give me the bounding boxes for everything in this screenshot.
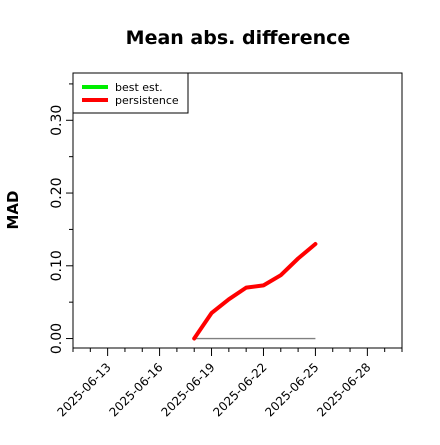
y-axis-label: MAD bbox=[4, 191, 22, 230]
x-tick-label: 2025-06-25 bbox=[262, 360, 321, 419]
x-tick-label: 2025-06-19 bbox=[158, 360, 217, 419]
x-axis: 2025-06-132025-06-162025-06-192025-06-22… bbox=[55, 348, 403, 419]
x-tick-label: 2025-06-13 bbox=[55, 360, 114, 419]
legend-box bbox=[72, 72, 189, 114]
y-tick-label: 0.00 bbox=[49, 323, 65, 354]
y-axis: 0.00 0.10 0.20 0.30 bbox=[49, 83, 73, 354]
legend-label: best est. bbox=[115, 81, 163, 94]
series-layer bbox=[192, 242, 318, 341]
legend-label: persistence bbox=[115, 94, 179, 107]
x-tick-label: 2025-06-28 bbox=[314, 360, 373, 419]
y-tick-label: 0.20 bbox=[49, 177, 65, 208]
series-line-persistence bbox=[192, 242, 318, 341]
legend: best est.persistence bbox=[72, 72, 189, 114]
chart-title: Mean abs. difference bbox=[126, 27, 351, 49]
x-tick-label: 2025-06-22 bbox=[210, 360, 269, 419]
y-tick-label: 0.10 bbox=[49, 250, 65, 281]
y-tick-label: 0.30 bbox=[49, 105, 65, 136]
plot-area-frame bbox=[72, 72, 403, 349]
x-tick-label: 2025-06-16 bbox=[106, 360, 165, 419]
